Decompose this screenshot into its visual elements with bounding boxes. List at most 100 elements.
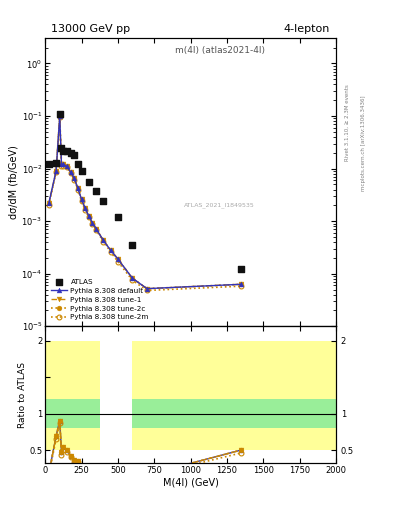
Y-axis label: Ratio to ATLAS: Ratio to ATLAS xyxy=(18,362,26,428)
ATLAS xyxy=(71,151,77,159)
Pythia 8.308 tune-2m xyxy=(101,239,106,245)
Pythia 8.308 tune-2m xyxy=(68,170,73,176)
Pythia 8.308 tune-2m xyxy=(64,164,70,170)
Pythia 8.308 default xyxy=(54,168,59,174)
ATLAS xyxy=(100,197,107,205)
Pythia 8.308 default xyxy=(59,161,64,167)
Pythia 8.308 tune-2c xyxy=(72,175,77,181)
Pythia 8.308 tune-1 xyxy=(116,256,120,262)
Pythia 8.308 tune-2m xyxy=(79,198,84,204)
Line: Pythia 8.308 tune-1: Pythia 8.308 tune-1 xyxy=(46,114,244,291)
Pythia 8.308 tune-1 xyxy=(61,161,66,167)
Pythia 8.308 default xyxy=(108,247,113,253)
Pythia 8.308 tune-2m xyxy=(59,163,64,169)
Pythia 8.308 tune-2c xyxy=(145,286,149,292)
Text: ATLAS_2021_I1849535: ATLAS_2021_I1849535 xyxy=(184,203,255,208)
Pythia 8.308 tune-1 xyxy=(79,196,84,202)
ATLAS xyxy=(115,213,121,221)
Pythia 8.308 tune-1 xyxy=(101,238,106,244)
ATLAS xyxy=(46,160,52,168)
Pythia 8.308 tune-2m xyxy=(61,163,66,169)
ATLAS xyxy=(64,146,70,155)
Pythia 8.308 tune-2m xyxy=(90,221,95,227)
Pythia 8.308 tune-2c xyxy=(68,169,73,176)
Pythia 8.308 tune-1 xyxy=(130,275,135,281)
Pythia 8.308 tune-1 xyxy=(54,168,59,174)
ATLAS xyxy=(86,178,92,186)
Pythia 8.308 tune-1 xyxy=(59,161,64,167)
ATLAS xyxy=(75,160,81,168)
Line: Pythia 8.308 default: Pythia 8.308 default xyxy=(46,114,244,291)
ATLAS xyxy=(238,265,244,273)
ATLAS xyxy=(57,110,63,118)
Pythia 8.308 tune-2c xyxy=(59,161,64,167)
Pythia 8.308 tune-2c xyxy=(116,256,120,262)
Pythia 8.308 tune-2m xyxy=(145,287,149,293)
Pythia 8.308 default xyxy=(116,256,120,262)
Pythia 8.308 tune-1 xyxy=(83,205,88,211)
Pythia 8.308 tune-2c xyxy=(79,196,84,202)
Text: 4-lepton: 4-lepton xyxy=(284,24,330,34)
ATLAS xyxy=(53,159,59,167)
Text: mcplots.cern.ch [arXiv:1306.3436]: mcplots.cern.ch [arXiv:1306.3436] xyxy=(361,96,366,191)
Pythia 8.308 tune-2m xyxy=(57,114,62,120)
Pythia 8.308 tune-1 xyxy=(86,213,91,219)
Pythia 8.308 tune-1 xyxy=(239,281,244,287)
Text: 13000 GeV pp: 13000 GeV pp xyxy=(51,24,130,34)
Pythia 8.308 default xyxy=(130,275,135,281)
Pythia 8.308 tune-2m xyxy=(108,249,113,255)
Pythia 8.308 tune-1 xyxy=(64,163,70,169)
Pythia 8.308 default xyxy=(72,175,77,181)
ATLAS xyxy=(79,167,85,175)
Pythia 8.308 tune-1 xyxy=(57,114,62,120)
X-axis label: M(4l) (GeV): M(4l) (GeV) xyxy=(163,478,219,488)
Pythia 8.308 default xyxy=(75,185,80,191)
Pythia 8.308 tune-1 xyxy=(145,286,149,292)
Pythia 8.308 default xyxy=(64,163,70,169)
Pythia 8.308 default xyxy=(61,161,66,167)
Pythia 8.308 tune-2m xyxy=(72,177,77,183)
Y-axis label: dσ/dM (fb/GeV): dσ/dM (fb/GeV) xyxy=(9,145,18,219)
Pythia 8.308 tune-1 xyxy=(108,247,113,253)
Pythia 8.308 tune-2c xyxy=(64,163,70,169)
Text: m(4l) (atlas2021-4l): m(4l) (atlas2021-4l) xyxy=(174,46,265,55)
Pythia 8.308 tune-2c xyxy=(57,114,62,120)
Line: Pythia 8.308 tune-2m: Pythia 8.308 tune-2m xyxy=(46,115,244,293)
Pythia 8.308 tune-2m xyxy=(86,215,91,221)
Pythia 8.308 tune-2c xyxy=(94,226,99,232)
Pythia 8.308 default xyxy=(68,169,73,176)
ATLAS xyxy=(129,241,136,249)
Pythia 8.308 tune-2c xyxy=(83,205,88,211)
Pythia 8.308 tune-2m xyxy=(46,202,51,208)
Pythia 8.308 tune-1 xyxy=(72,175,77,181)
Pythia 8.308 tune-2c xyxy=(61,161,66,167)
Pythia 8.308 default xyxy=(46,200,51,206)
Pythia 8.308 tune-1 xyxy=(75,185,80,191)
Pythia 8.308 tune-2m xyxy=(94,227,99,233)
Pythia 8.308 tune-2c xyxy=(108,247,113,253)
Line: Pythia 8.308 tune-2c: Pythia 8.308 tune-2c xyxy=(46,114,244,291)
Text: Rivet 3.1.10, ≥ 2.3M events: Rivet 3.1.10, ≥ 2.3M events xyxy=(345,84,350,161)
Pythia 8.308 default xyxy=(79,196,84,202)
Pythia 8.308 tune-2m xyxy=(54,169,59,176)
Pythia 8.308 tune-2c xyxy=(46,200,51,206)
ATLAS xyxy=(60,146,66,155)
Pythia 8.308 tune-2c xyxy=(75,185,80,191)
Pythia 8.308 tune-2m xyxy=(75,186,80,193)
Pythia 8.308 tune-2m xyxy=(130,277,135,283)
Pythia 8.308 tune-1 xyxy=(94,226,99,232)
ATLAS xyxy=(68,148,74,157)
Pythia 8.308 tune-2m xyxy=(83,207,88,213)
ATLAS xyxy=(58,143,64,152)
Pythia 8.308 tune-2c xyxy=(54,168,59,174)
Pythia 8.308 tune-2c xyxy=(130,275,135,281)
Pythia 8.308 tune-1 xyxy=(46,200,51,206)
Pythia 8.308 default xyxy=(57,114,62,120)
Pythia 8.308 tune-2c xyxy=(90,220,95,226)
Pythia 8.308 tune-2c xyxy=(101,238,106,244)
Pythia 8.308 default xyxy=(101,238,106,244)
Pythia 8.308 tune-1 xyxy=(90,220,95,226)
ATLAS xyxy=(93,187,99,196)
Pythia 8.308 default xyxy=(239,281,244,287)
Pythia 8.308 tune-1 xyxy=(68,169,73,176)
